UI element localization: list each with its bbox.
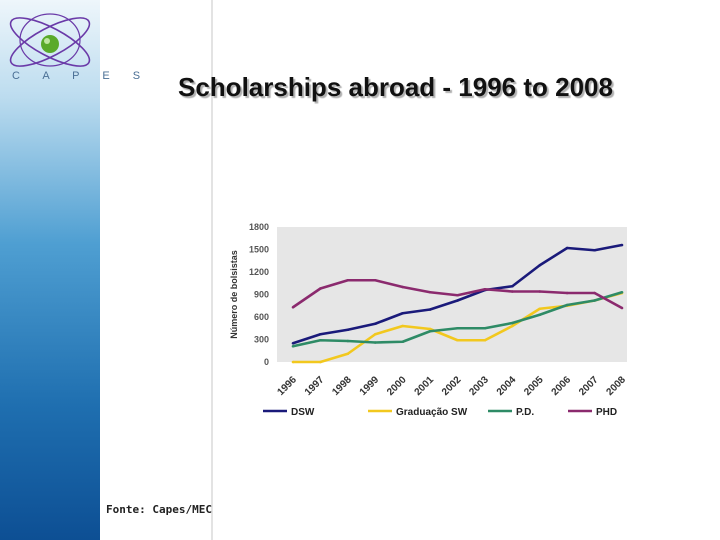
sidebar-decoration bbox=[0, 0, 100, 540]
x-tick-label: 2007 bbox=[577, 374, 601, 398]
data-point-grad_sw bbox=[538, 307, 542, 311]
data-point-grad_sw bbox=[456, 338, 459, 342]
data-point-phd bbox=[483, 287, 487, 291]
data-point-phd bbox=[456, 293, 459, 297]
data-point-pd bbox=[373, 341, 377, 344]
data-point-grad_sw bbox=[319, 360, 322, 364]
line-chart: 0 300 600 900 1200 1500 1800 Número de bolsista… bbox=[229, 222, 628, 418]
y-tick-label: 1800 bbox=[249, 222, 269, 232]
legend-label-grad_sw: Graduação SW bbox=[396, 407, 468, 418]
data-point-pd bbox=[319, 338, 322, 342]
data-point-phd bbox=[401, 285, 404, 289]
data-point-pd bbox=[620, 290, 624, 294]
data-point-phd bbox=[593, 291, 596, 295]
x-tick-label: 1996 bbox=[275, 374, 299, 398]
data-point-grad_sw bbox=[428, 327, 432, 331]
y-tick-label: 900 bbox=[254, 290, 269, 300]
data-point-pd bbox=[511, 321, 514, 325]
y-tick-label: 300 bbox=[254, 335, 269, 345]
data-point-phd bbox=[538, 290, 542, 293]
x-tick-label: 2004 bbox=[495, 374, 519, 398]
x-tick-label: 2003 bbox=[467, 374, 491, 398]
data-point-dsw bbox=[565, 246, 569, 250]
data-point-dsw bbox=[593, 248, 596, 252]
y-tick-label: 600 bbox=[254, 312, 269, 322]
data-point-dsw bbox=[373, 322, 377, 326]
page-title: Scholarships abroad - 1996 to 2008 bbox=[178, 72, 613, 102]
data-point-dsw bbox=[291, 341, 295, 345]
data-point-grad_sw bbox=[373, 332, 377, 336]
data-point-pd bbox=[538, 313, 542, 317]
data-point-pd bbox=[593, 299, 596, 302]
x-tick-label: 2005 bbox=[522, 374, 546, 398]
data-point-pd bbox=[456, 326, 459, 330]
x-tick-label: 2008 bbox=[604, 374, 628, 398]
divider bbox=[211, 0, 213, 540]
data-point-phd bbox=[319, 287, 322, 290]
data-point-dsw bbox=[538, 263, 542, 267]
x-tick-label: 1999 bbox=[358, 374, 382, 398]
x-tick-label: 2006 bbox=[550, 374, 574, 398]
y-tick-label: 0 bbox=[264, 357, 269, 367]
capes-logo-icon bbox=[9, 13, 91, 67]
y-tick-label: 1500 bbox=[249, 245, 269, 255]
left-panel bbox=[100, 0, 212, 540]
data-point-phd bbox=[511, 290, 514, 293]
x-tick-label: 1997 bbox=[303, 374, 327, 398]
data-point-phd bbox=[565, 291, 569, 295]
data-point-phd bbox=[373, 278, 377, 282]
data-point-pd bbox=[565, 303, 569, 307]
y-tick-label: 1200 bbox=[249, 267, 269, 277]
data-point-phd bbox=[346, 278, 350, 282]
y-axis-label: Número de bolsistas bbox=[229, 250, 239, 339]
data-point-pd bbox=[428, 329, 432, 333]
data-point-dsw bbox=[511, 284, 514, 288]
data-point-pd bbox=[483, 326, 487, 330]
data-point-dsw bbox=[319, 332, 322, 336]
data-point-phd bbox=[620, 306, 624, 310]
x-tick-label: 2000 bbox=[385, 374, 409, 398]
data-point-dsw bbox=[620, 243, 624, 247]
data-point-grad_sw bbox=[483, 338, 487, 342]
logo-text: C A P E S bbox=[12, 70, 151, 82]
x-tick-label: 1998 bbox=[330, 374, 354, 398]
data-point-pd bbox=[346, 339, 350, 343]
x-tick-label: 2002 bbox=[440, 374, 464, 398]
data-point-grad_sw bbox=[346, 352, 350, 356]
data-point-pd bbox=[401, 340, 404, 344]
legend-label-phd: PHD bbox=[596, 407, 617, 418]
data-point-grad_sw bbox=[401, 324, 404, 328]
data-point-dsw bbox=[401, 311, 404, 315]
data-point-dsw bbox=[346, 328, 350, 332]
data-point-phd bbox=[291, 305, 295, 309]
legend-label-dsw: DSW bbox=[291, 407, 315, 418]
data-point-phd bbox=[428, 290, 432, 294]
data-point-dsw bbox=[456, 299, 459, 302]
x-tick-label: 2001 bbox=[413, 374, 437, 398]
data-point-dsw bbox=[428, 308, 432, 311]
data-point-pd bbox=[291, 344, 295, 348]
source-note: Fonte: Capes/MEC bbox=[106, 503, 212, 516]
data-point-grad_sw bbox=[511, 324, 514, 328]
legend-label-pd: P.D. bbox=[516, 407, 534, 418]
data-point-grad_sw bbox=[291, 360, 295, 364]
